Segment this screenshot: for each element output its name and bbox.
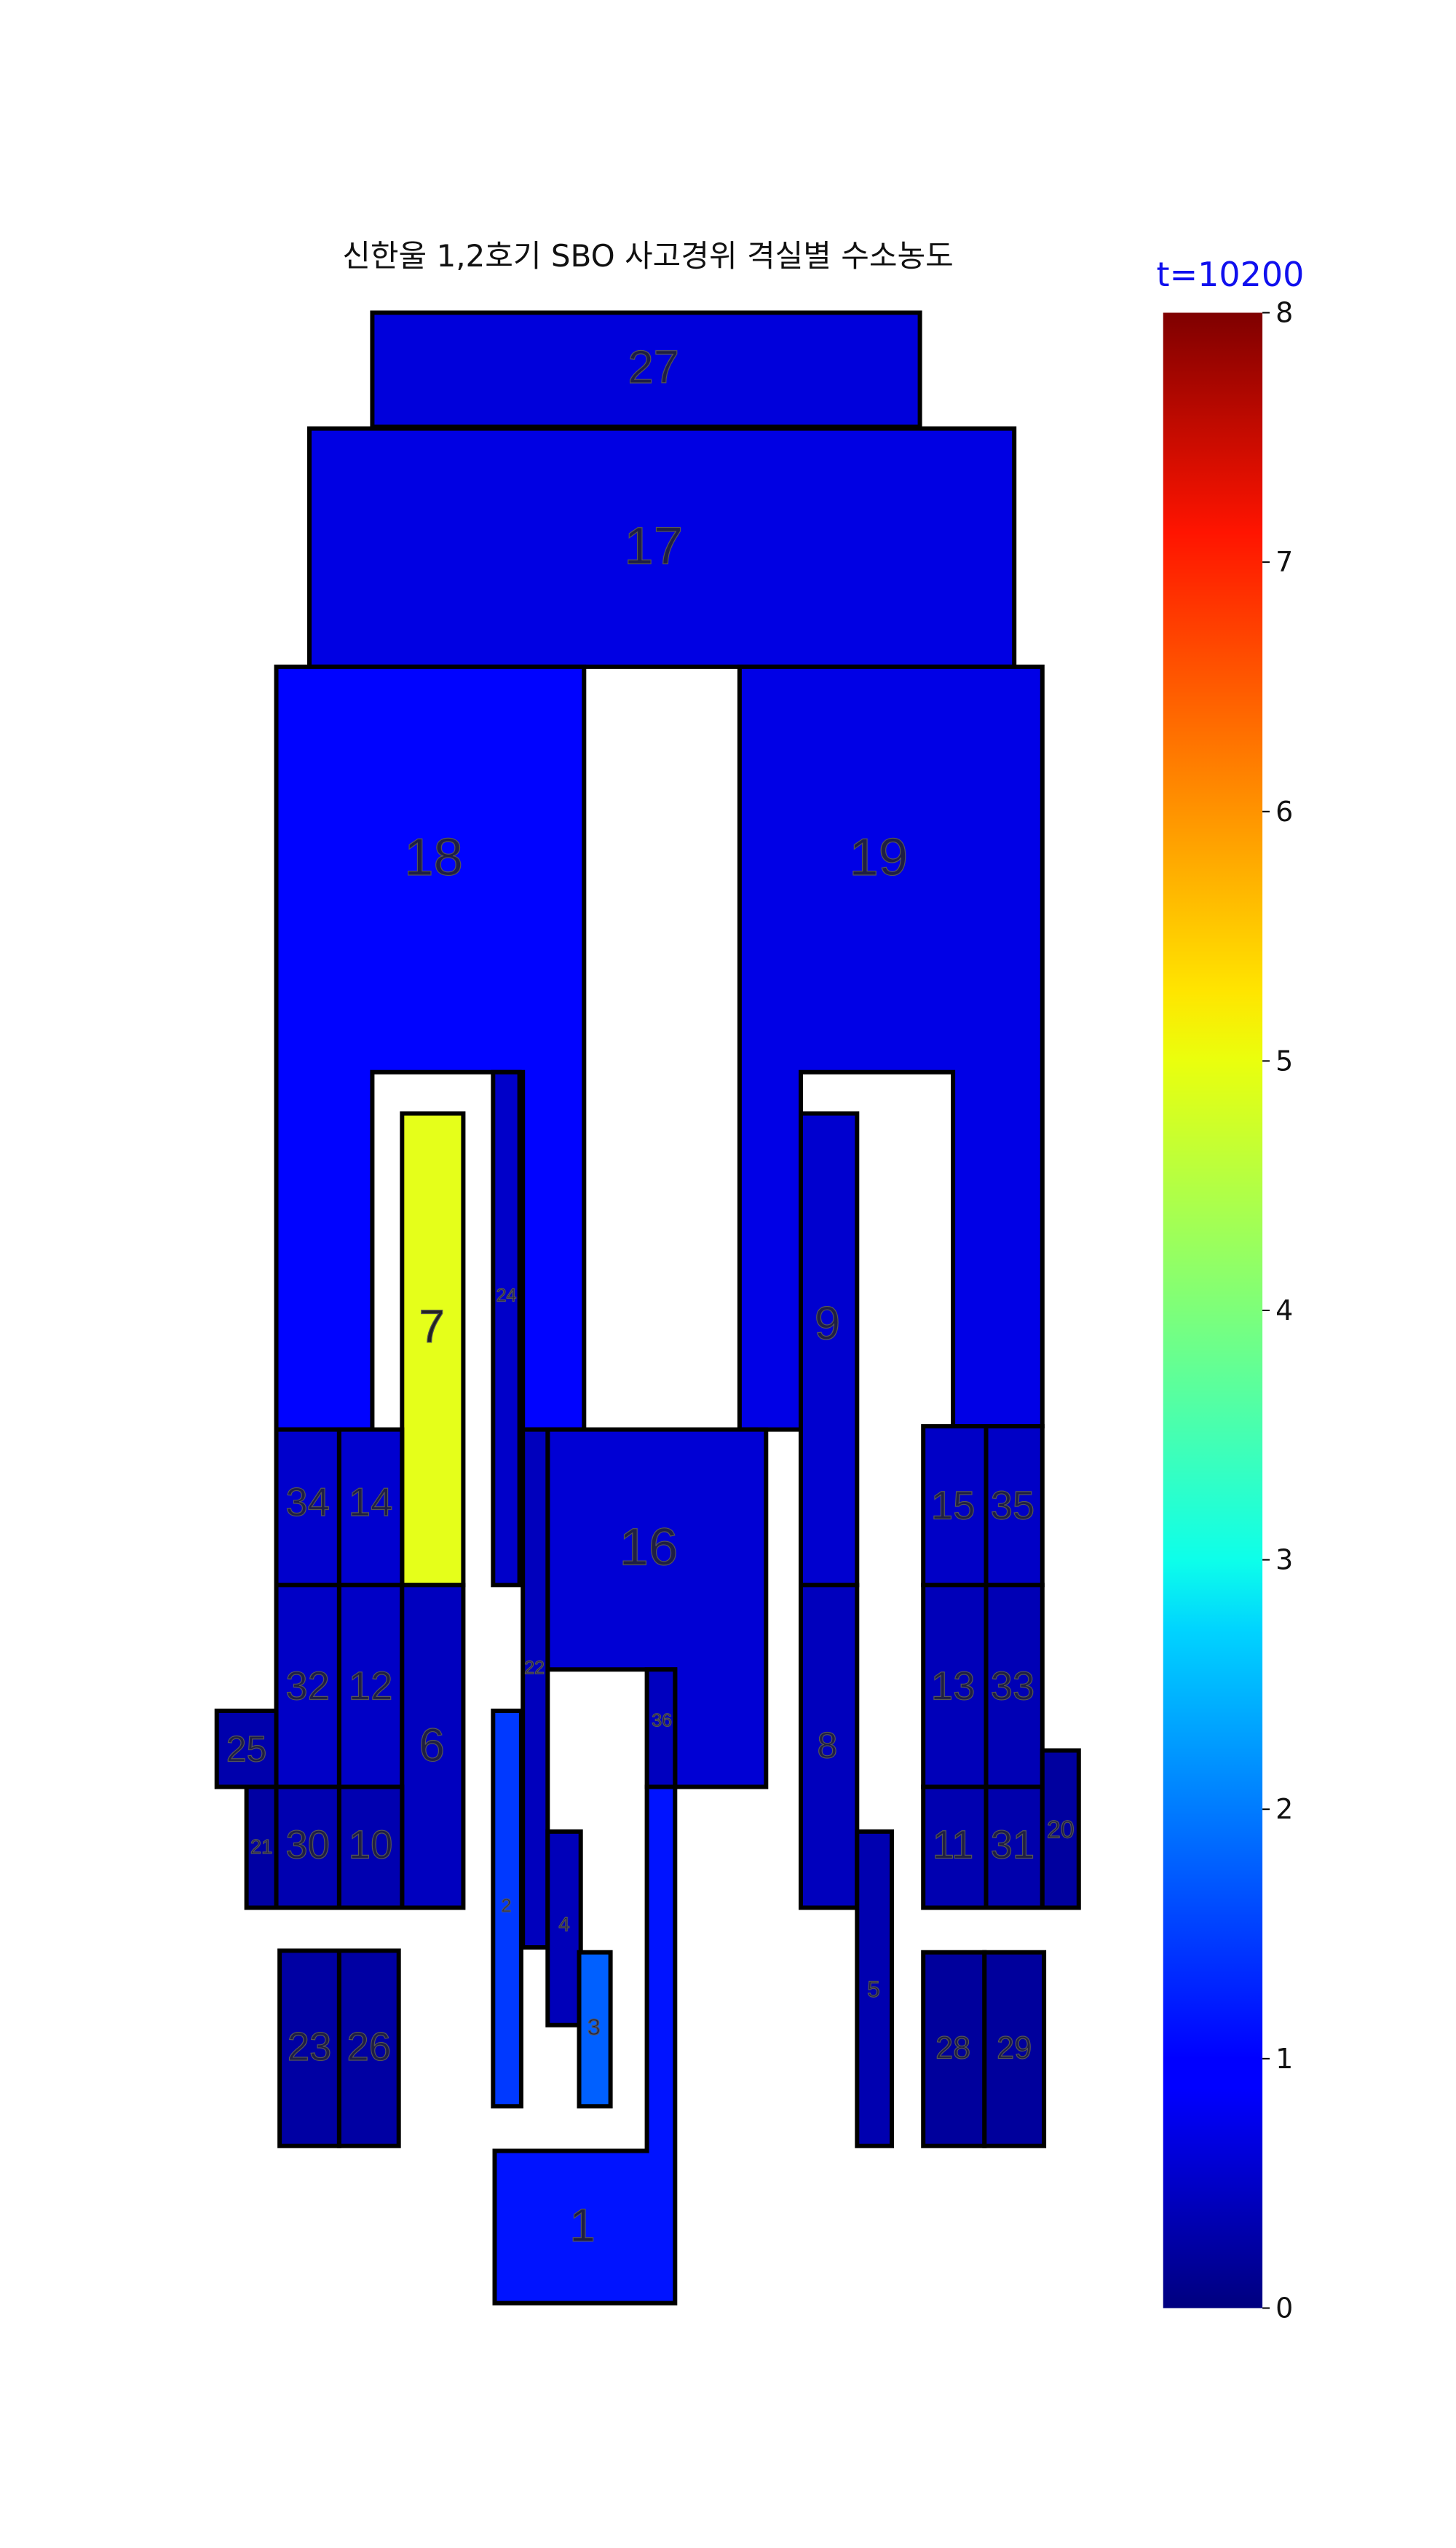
- compartment-29: 29: [982, 1950, 1047, 2148]
- compartment-21: 21: [244, 1784, 279, 1910]
- compartment-15: 15: [921, 1424, 989, 1588]
- compartment-3-shape: [577, 1950, 613, 2109]
- colorbar-gradient: [1163, 312, 1263, 2308]
- compartment-11-label: 11: [933, 1823, 974, 1867]
- compartment-28-label: 28: [935, 2031, 970, 2066]
- compartment-19-label: 19: [849, 828, 908, 887]
- compartment-23: 23: [277, 1948, 341, 2148]
- compartment-6-label: 6: [419, 1720, 445, 1771]
- compartment-11: 11: [921, 1784, 989, 1910]
- colorbar-tick-label: 3: [1275, 1544, 1293, 1576]
- compartment-13: 13: [921, 1583, 989, 1789]
- compartment-27: 27: [370, 310, 922, 430]
- compartment-20: 20: [1040, 1748, 1081, 1910]
- compartment-33: 33: [984, 1583, 1045, 1789]
- compartment-8: 8: [799, 1583, 860, 1910]
- colorbar-tick-label: 6: [1275, 796, 1293, 828]
- compartment-26: 26: [336, 1948, 401, 2148]
- compartment-27-label: 27: [628, 341, 679, 393]
- compartment-16-label: 16: [619, 1518, 678, 1577]
- compartment-5: 5: [855, 1829, 894, 2148]
- compartment-25-label: 25: [226, 1728, 267, 1769]
- compartment-36: 36: [644, 1667, 678, 1789]
- compartment-29-label: 29: [997, 2031, 1032, 2066]
- compartment-7: 7: [400, 1111, 466, 1588]
- compartment-15-label: 15: [931, 1484, 976, 1528]
- compartment-33-label: 33: [991, 1663, 1035, 1708]
- compartment-24-shape: [491, 1069, 522, 1588]
- compartment-30-label: 30: [285, 1823, 330, 1867]
- compartment-2-label: 2: [502, 1896, 512, 1916]
- colorbar-tick-label: 2: [1275, 1793, 1293, 1825]
- compartment-13-label: 13: [931, 1663, 976, 1708]
- compartment-10-shape: [336, 1784, 405, 1910]
- colorbar-tick-label: 7: [1275, 546, 1293, 578]
- compartment-6: 6: [400, 1583, 466, 1910]
- compartment-35: 35: [984, 1424, 1045, 1588]
- compartment-36-label: 36: [652, 1711, 672, 1731]
- colorbar-tick-label: 4: [1275, 1294, 1293, 1326]
- compartment-2-shape: [491, 1709, 523, 2109]
- compartment-30: 30: [274, 1784, 341, 1910]
- compartment-9-label: 9: [815, 1298, 840, 1350]
- compartment-25: 25: [214, 1709, 279, 1789]
- compartment-34-label: 34: [285, 1480, 330, 1524]
- compartment-26-shape: [336, 1948, 401, 2148]
- compartment-28: 28: [921, 1950, 987, 2148]
- colorbar-tick-label: 1: [1275, 2043, 1293, 2075]
- compartment-35-label: 35: [991, 1484, 1035, 1528]
- compartment-19: 19: [737, 664, 1045, 1432]
- compartment-8-label: 8: [817, 1725, 837, 1766]
- compartment-1: 1: [492, 1784, 678, 2306]
- colorbar-tick-label: 5: [1275, 1045, 1293, 1077]
- compartment-3: 3: [577, 1950, 613, 2109]
- diagram-title: 신한울 1,2호기 SBO 사고경위 격실별 수소농도: [342, 238, 954, 274]
- colorbar-tick-label: 0: [1275, 2292, 1293, 2324]
- compartment-32: 32: [274, 1583, 341, 1789]
- compartment-22-shape: [521, 1427, 550, 1950]
- compartment-22: 22: [521, 1427, 550, 1950]
- compartment-3-label: 3: [587, 2014, 601, 2040]
- compartment-29-shape: [982, 1950, 1047, 2148]
- compartment-1-shape: [492, 1784, 678, 2306]
- compartment-20-shape: [1040, 1748, 1081, 1910]
- compartment-20-label: 20: [1047, 1816, 1075, 1844]
- compartment-22-label: 22: [524, 1658, 545, 1678]
- colorbar: 0 1 2 3 4 5 6 7 8: [1163, 297, 1293, 2324]
- compartment-32-label: 32: [285, 1663, 330, 1708]
- compartment-31-label: 31: [991, 1823, 1035, 1867]
- compartment-31: 31: [984, 1784, 1045, 1910]
- compartment-10-label: 10: [349, 1823, 393, 1867]
- compartment-12: 12: [336, 1583, 405, 1789]
- compartment-34: 34: [274, 1427, 341, 1588]
- compartment-14: 14: [336, 1427, 405, 1588]
- compartment-4: 4: [545, 1829, 583, 2027]
- compartment-23-label: 23: [288, 2025, 332, 2069]
- compartment-24-label: 24: [496, 1286, 517, 1306]
- compartment-12-label: 12: [349, 1663, 393, 1708]
- compartment-10: 10: [336, 1784, 405, 1910]
- compartment-4-label: 4: [558, 1913, 569, 1936]
- compartment-21-label: 21: [250, 1835, 272, 1858]
- compartment-9: 9: [799, 1111, 860, 1588]
- compartment-5-label: 5: [867, 1976, 880, 2002]
- compartment-26-label: 26: [347, 2025, 391, 2069]
- compartment-1-label: 1: [569, 2199, 595, 2251]
- compartment-19-shape: [737, 664, 1045, 1432]
- compartment-17: 17: [307, 426, 1017, 669]
- compartment-18-label: 18: [404, 828, 463, 887]
- compartment-14-label: 14: [349, 1480, 393, 1524]
- compartment-2: 2: [491, 1709, 523, 2109]
- colorbar-tick-label: 8: [1275, 297, 1293, 329]
- compartment-17-label: 17: [624, 517, 683, 576]
- compartment-5-shape: [855, 1829, 894, 2148]
- compartment-7-label: 7: [419, 1301, 445, 1353]
- time-label: t=10200: [1156, 255, 1305, 294]
- compartment-24: 24: [491, 1069, 522, 1588]
